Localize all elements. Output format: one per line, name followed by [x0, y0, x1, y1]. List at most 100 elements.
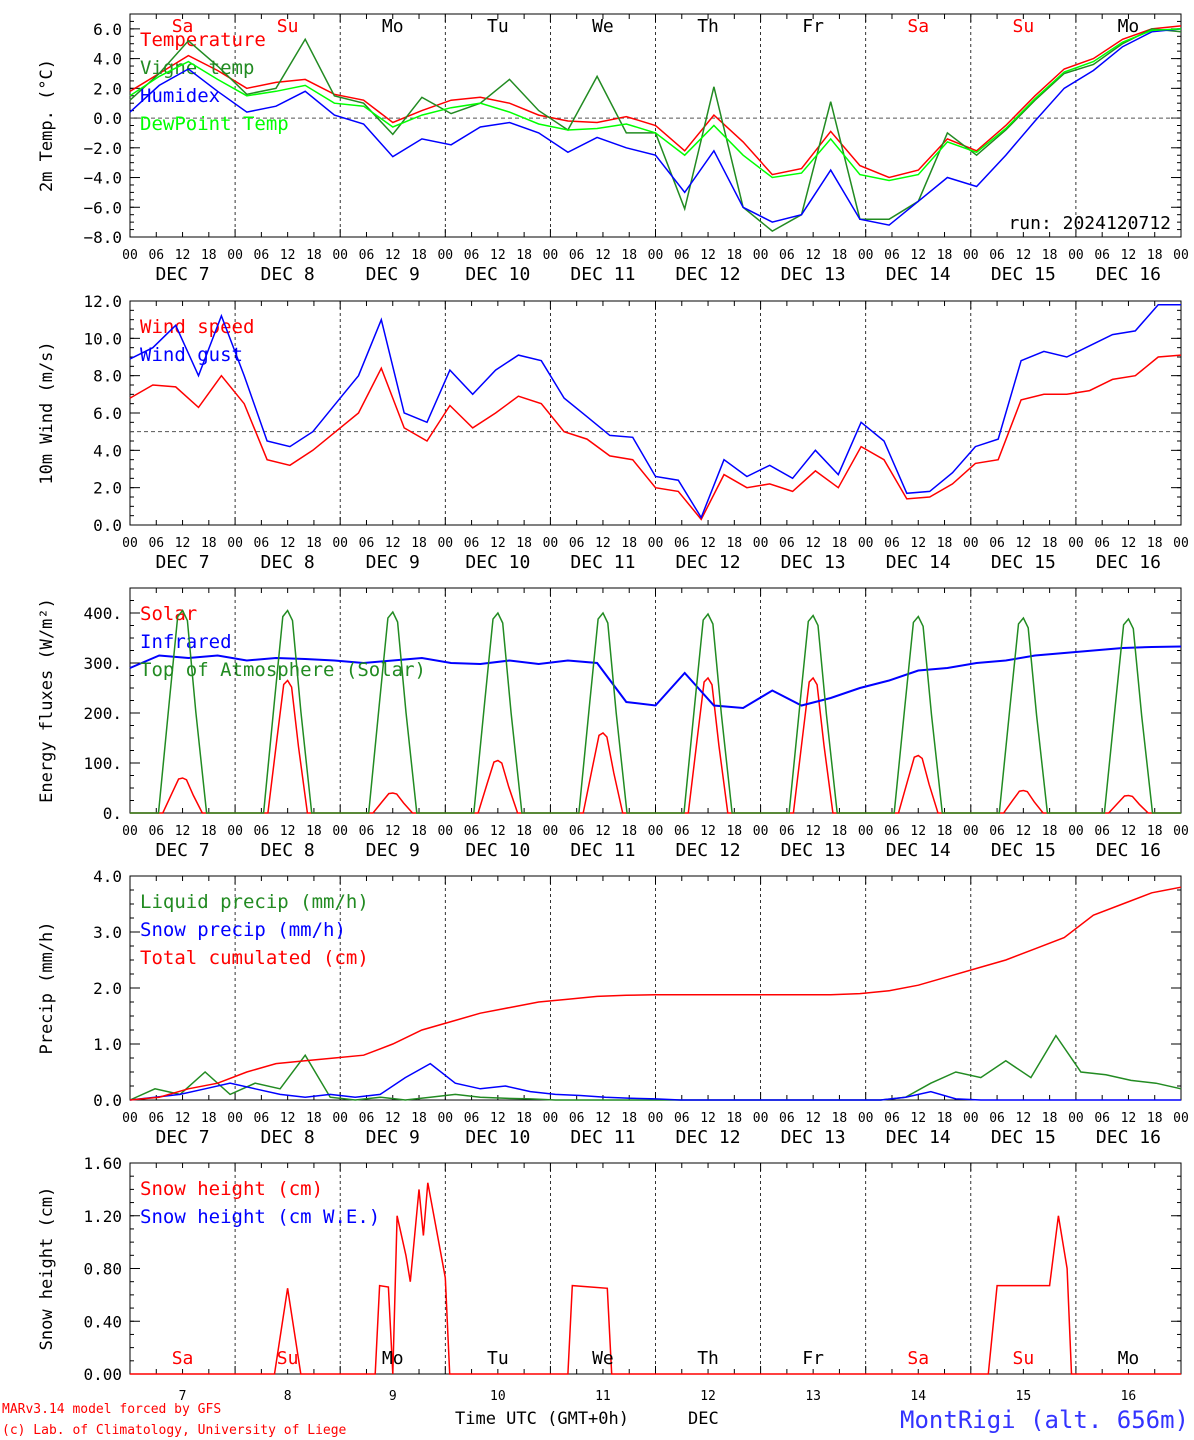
date-label: DEC 14 — [886, 840, 951, 861]
day-name-label: Th — [697, 16, 719, 37]
y-tick-label: −6.0 — [83, 198, 122, 217]
hour-tick-label: 00 — [858, 536, 874, 551]
y-tick-label: 6.0 — [93, 404, 122, 423]
hour-tick-label: 00 — [227, 248, 243, 263]
y-tick-label: 4.0 — [93, 867, 122, 886]
time-axis-unit: DEC — [688, 1409, 719, 1429]
date-label: DEC 12 — [676, 264, 741, 285]
legend-entry: Infrared — [140, 631, 232, 653]
hour-tick-label: 18 — [621, 1111, 637, 1126]
hour-tick-label: 00 — [437, 824, 453, 839]
date-label: DEC 11 — [570, 840, 635, 861]
footer-credit-line1: MARv3.14 model forced by GFS — [2, 1402, 221, 1417]
hour-tick-label: 18 — [411, 1111, 427, 1126]
hour-tick-label: 18 — [937, 248, 953, 263]
hour-tick-label: 06 — [464, 1111, 480, 1126]
hour-tick-label: 12 — [1121, 536, 1137, 551]
date-label: DEC 12 — [676, 840, 741, 861]
hour-tick-label: 00 — [858, 824, 874, 839]
date-label: DEC 10 — [465, 1127, 530, 1148]
hour-tick-label: 18 — [621, 536, 637, 551]
day-name-label: Su — [1013, 1348, 1035, 1369]
hour-tick-label: 12 — [1121, 824, 1137, 839]
day-number-label: 10 — [490, 1389, 506, 1404]
hour-tick-label: 18 — [1042, 248, 1058, 263]
hour-tick-label: 06 — [254, 248, 270, 263]
day-number-label: 7 — [179, 1389, 187, 1404]
hour-tick-label: 00 — [963, 536, 979, 551]
day-name-label: Su — [1013, 16, 1035, 37]
hour-tick-label: 00 — [858, 1111, 874, 1126]
hour-tick-label: 00 — [543, 1111, 559, 1126]
date-label: DEC 12 — [676, 552, 741, 573]
series-line-3 — [130, 609, 1181, 814]
hour-tick-label: 00 — [332, 248, 348, 263]
legend-entry: Humidex — [140, 85, 220, 107]
hour-tick-label: 06 — [884, 1111, 900, 1126]
date-label: DEC 11 — [570, 552, 635, 573]
station-label: MontRigi (alt. 656m) — [900, 1406, 1189, 1434]
hour-tick-label: 12 — [595, 536, 611, 551]
hour-tick-label: 00 — [437, 536, 453, 551]
date-label: DEC 15 — [991, 840, 1056, 861]
hour-tick-label: 18 — [621, 248, 637, 263]
hour-tick-label: 06 — [989, 1111, 1005, 1126]
day-name-label: Sa — [172, 16, 194, 37]
date-label: DEC 9 — [366, 840, 420, 861]
hour-tick-label: 00 — [332, 536, 348, 551]
hour-tick-label: 00 — [1068, 536, 1084, 551]
series-line-1 — [130, 1182, 1181, 1375]
hour-tick-label: 12 — [805, 536, 821, 551]
hour-tick-label: 12 — [595, 824, 611, 839]
hour-tick-label: 12 — [910, 536, 926, 551]
hour-tick-label: 12 — [700, 1111, 716, 1126]
hour-tick-label: 06 — [989, 248, 1005, 263]
hour-tick-label: 00 — [332, 824, 348, 839]
hour-tick-label: 00 — [648, 536, 664, 551]
day-name-label: Th — [697, 1348, 719, 1369]
hour-tick-label: 12 — [385, 824, 401, 839]
hour-tick-label: 18 — [201, 1111, 217, 1126]
day-name-label: Mo — [382, 1348, 404, 1369]
hour-tick-label: 06 — [464, 536, 480, 551]
date-label: DEC 8 — [261, 264, 315, 285]
hour-tick-label: 18 — [726, 1111, 742, 1126]
hour-tick-label: 00 — [963, 1111, 979, 1126]
time-axis-label: Time UTC (GMT+0h) — [455, 1409, 629, 1429]
y-tick-label: 4.0 — [93, 50, 122, 69]
hour-tick-label: 06 — [779, 536, 795, 551]
hour-tick-label: 00 — [122, 824, 138, 839]
y-tick-label: 0.00 — [83, 1365, 122, 1384]
date-label: DEC 15 — [991, 552, 1056, 573]
hour-tick-label: 00 — [753, 248, 769, 263]
hour-tick-label: 00 — [543, 824, 559, 839]
chart-panel-5: 0.00 0.40 0.80 1.20 1.60 Snow height (cm) Snow… — [37, 1154, 1182, 1404]
plot-frame — [129, 587, 1182, 814]
y-tick-label: 2.0 — [93, 79, 122, 98]
day-name-label: Fr — [802, 16, 824, 37]
date-label: DEC 8 — [261, 840, 315, 861]
hour-tick-label: 00 — [1068, 824, 1084, 839]
hour-tick-label: 12 — [595, 1111, 611, 1126]
date-label: DEC 7 — [155, 552, 209, 573]
footer-credit-line2: (c) Lab. of Climatology, University of L… — [2, 1423, 347, 1438]
hour-tick-label: 12 — [490, 248, 506, 263]
hour-tick-label: 18 — [201, 248, 217, 263]
series-line-2 — [129, 1062, 1181, 1101]
day-name-label: Tu — [487, 16, 509, 37]
hour-tick-label: 00 — [1068, 1111, 1084, 1126]
legend-entry: Snow height (cm W.E.) — [140, 1206, 380, 1228]
hour-tick-label: 12 — [490, 824, 506, 839]
hour-tick-label: 06 — [148, 536, 164, 551]
legend-entry: Snow precip (mm/h) — [140, 919, 346, 941]
date-label: DEC 13 — [781, 840, 846, 861]
hour-tick-label: 06 — [148, 1111, 164, 1126]
y-tick-label: 2.0 — [93, 979, 122, 998]
day-number-label: 8 — [284, 1389, 292, 1404]
day-name-label: Mo — [1118, 1348, 1140, 1369]
hour-tick-label: 18 — [1147, 248, 1163, 263]
hour-tick-label: 18 — [726, 248, 742, 263]
hour-tick-label: 00 — [227, 1111, 243, 1126]
date-label: DEC 10 — [465, 840, 530, 861]
hour-tick-label: 18 — [516, 248, 532, 263]
